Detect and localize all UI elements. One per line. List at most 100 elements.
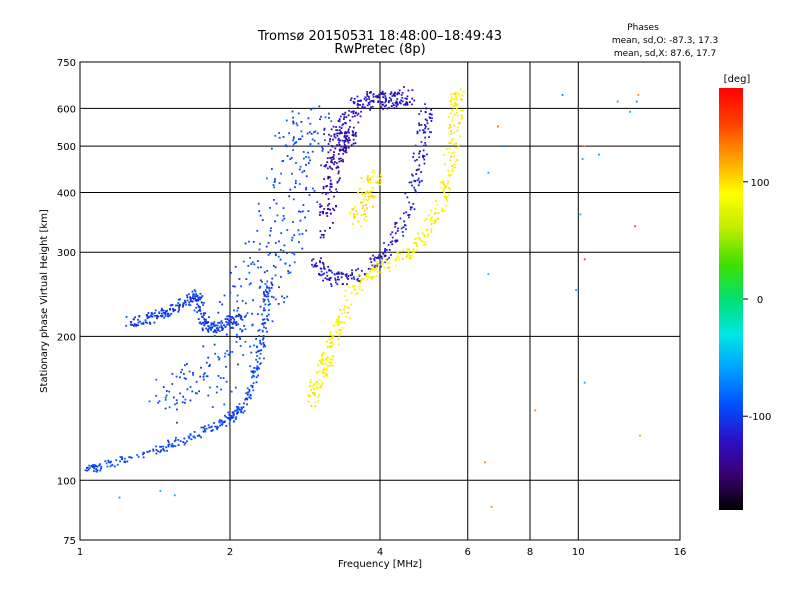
data-point xyxy=(389,270,391,273)
data-point xyxy=(237,363,239,366)
data-point xyxy=(146,316,149,319)
data-point xyxy=(396,230,399,232)
data-point xyxy=(188,303,190,306)
data-point xyxy=(212,331,215,333)
data-point xyxy=(358,100,361,102)
data-point xyxy=(426,228,429,231)
x-axis-label: Frequency [MHz] xyxy=(338,559,422,570)
data-point xyxy=(309,395,311,398)
data-point xyxy=(202,312,205,315)
data-point xyxy=(316,132,319,135)
data-point xyxy=(335,188,337,191)
data-point xyxy=(391,236,394,239)
data-point xyxy=(166,314,169,317)
data-point xyxy=(294,186,296,189)
data-point xyxy=(452,143,455,146)
data-point xyxy=(327,177,329,180)
data-point xyxy=(227,320,230,322)
data-point xyxy=(346,299,349,302)
data-point xyxy=(243,402,245,405)
data-point xyxy=(385,258,387,261)
data-point xyxy=(236,333,238,336)
data-point xyxy=(242,260,245,263)
data-point xyxy=(217,321,219,324)
data-point xyxy=(366,207,368,210)
data-point xyxy=(337,272,340,275)
data-point xyxy=(309,381,312,384)
data-point xyxy=(369,100,372,103)
data-point xyxy=(338,179,340,182)
data-point xyxy=(88,467,91,469)
data-point xyxy=(329,331,332,333)
data-point xyxy=(327,365,329,367)
data-point xyxy=(348,131,350,134)
data-point xyxy=(349,211,352,214)
data-point xyxy=(303,170,306,172)
data-point xyxy=(317,382,320,385)
data-point xyxy=(341,312,343,315)
data-point xyxy=(240,316,243,318)
data-point xyxy=(169,308,171,310)
data-point xyxy=(343,118,345,120)
data-point xyxy=(164,315,167,317)
data-point xyxy=(449,188,451,191)
data-point xyxy=(414,159,416,162)
data-point xyxy=(234,322,237,324)
data-point xyxy=(380,93,383,95)
data-point xyxy=(256,367,259,370)
data-point xyxy=(409,255,412,257)
data-point xyxy=(424,127,426,130)
data-point xyxy=(235,324,238,326)
data-point xyxy=(441,208,444,210)
data-point xyxy=(333,273,336,275)
data-point xyxy=(327,278,330,281)
data-point xyxy=(353,278,356,280)
data-point xyxy=(454,146,457,149)
data-point xyxy=(208,325,211,328)
data-point xyxy=(331,355,334,357)
data-point xyxy=(195,300,198,303)
data-point xyxy=(357,100,359,102)
data-point xyxy=(325,212,328,215)
data-point xyxy=(460,114,463,116)
data-point xyxy=(418,180,421,183)
data-point xyxy=(450,99,452,102)
data-point xyxy=(401,231,404,233)
data-point xyxy=(279,258,282,261)
data-point xyxy=(315,385,318,388)
data-point xyxy=(339,157,342,160)
data-point xyxy=(447,132,450,135)
data-point xyxy=(453,124,456,127)
data-point xyxy=(191,300,194,303)
data-point xyxy=(226,323,229,326)
data-point xyxy=(305,186,308,189)
data-point xyxy=(357,277,359,280)
data-point xyxy=(323,352,326,355)
data-point xyxy=(308,131,311,134)
data-point xyxy=(269,234,271,237)
data-point xyxy=(414,238,416,240)
data-point xyxy=(347,128,350,131)
data-point xyxy=(286,252,288,254)
data-point xyxy=(241,407,243,410)
data-point xyxy=(453,114,456,116)
data-point xyxy=(358,275,361,277)
data-point xyxy=(235,405,238,408)
data-point xyxy=(125,324,128,327)
data-point xyxy=(214,329,217,332)
data-point xyxy=(167,312,170,315)
data-point xyxy=(355,132,357,134)
data-point xyxy=(246,312,249,315)
data-point xyxy=(367,196,370,198)
data-point xyxy=(189,386,192,388)
data-point xyxy=(189,399,192,402)
data-point xyxy=(260,266,262,269)
data-point xyxy=(446,148,448,150)
data-point xyxy=(267,319,269,322)
data-point xyxy=(278,240,280,243)
data-point xyxy=(360,279,363,282)
data-point xyxy=(183,401,186,404)
data-point xyxy=(266,280,269,283)
data-point xyxy=(419,150,421,153)
